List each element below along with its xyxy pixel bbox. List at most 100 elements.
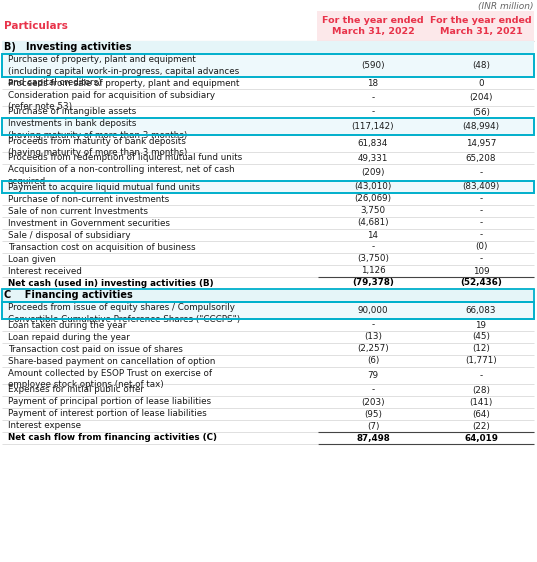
Text: Payment to acquire liquid mutual fund units: Payment to acquire liquid mutual fund un… [8, 183, 200, 192]
Text: (INR million): (INR million) [478, 2, 534, 11]
Text: Purchase of non-current investments: Purchase of non-current investments [8, 194, 169, 203]
Text: -: - [372, 107, 375, 116]
Text: Proceeds from maturity of bank deposits
(having maturity of more than 3 months): Proceeds from maturity of bank deposits … [8, 137, 187, 157]
Text: Proceeds from issue of equity shares / Compulsorily
Convertible Cumulative Prefe: Proceeds from issue of equity shares / C… [8, 303, 240, 324]
Bar [2, 41, 534, 54]
Text: (26,069): (26,069) [354, 194, 391, 203]
Bar [2, 54, 534, 77]
Text: 90,000: 90,000 [358, 306, 388, 315]
Text: Net cash (used in) investing activities (B): Net cash (used in) investing activities … [8, 279, 214, 288]
Text: (6): (6) [367, 356, 379, 365]
Text: (43,010): (43,010) [354, 183, 391, 192]
Bar [2, 302, 534, 319]
Bar [2, 289, 534, 302]
Text: 65,208: 65,208 [466, 153, 496, 162]
Text: 14: 14 [367, 230, 379, 239]
Text: -: - [480, 219, 483, 228]
Text: (204): (204) [469, 93, 493, 102]
Text: 109: 109 [473, 266, 489, 275]
Text: (64): (64) [472, 410, 490, 419]
Text: Loan repaid during the year: Loan repaid during the year [8, 333, 130, 342]
Text: Investment in Government securities: Investment in Government securities [8, 219, 170, 228]
Text: B)   Investing activities: B) Investing activities [4, 43, 132, 52]
Text: C    Financing activities: C Financing activities [4, 291, 133, 301]
Text: Proceeds from redemption of liquid mutual fund units: Proceeds from redemption of liquid mutua… [8, 153, 242, 162]
Text: Loan given: Loan given [8, 255, 56, 264]
Text: (95): (95) [364, 410, 382, 419]
Bar [2, 289, 534, 302]
Text: Sale of non current Investments: Sale of non current Investments [8, 206, 148, 215]
Text: 61,834: 61,834 [358, 139, 388, 148]
Text: -: - [480, 168, 483, 177]
Text: For the year ended
March 31, 2022: For the year ended March 31, 2022 [322, 16, 424, 36]
Text: (48,994): (48,994) [462, 122, 499, 131]
Text: -: - [372, 320, 375, 329]
Text: 3,750: 3,750 [360, 206, 386, 215]
Text: (2,257): (2,257) [357, 345, 389, 353]
Text: Interest expense: Interest expense [8, 422, 81, 430]
Bar [317, 11, 534, 41]
Text: -: - [372, 386, 375, 395]
Bar [2, 118, 534, 135]
Text: -: - [372, 242, 375, 252]
Text: (28): (28) [472, 386, 490, 395]
Text: (22): (22) [472, 422, 490, 430]
Text: Loan taken during the year: Loan taken during the year [8, 320, 127, 329]
Text: 87,498: 87,498 [356, 433, 390, 442]
Text: Proceeds from sale of property, plant and equipment: Proceeds from sale of property, plant an… [8, 79, 240, 88]
Text: -: - [480, 206, 483, 215]
Text: Particulars: Particulars [4, 21, 68, 31]
Text: 64,019: 64,019 [464, 433, 498, 442]
Text: Interest received: Interest received [8, 266, 82, 275]
Text: (12): (12) [472, 345, 490, 353]
Text: Share-based payment on cancellation of option: Share-based payment on cancellation of o… [8, 356, 215, 365]
Text: (141): (141) [469, 397, 492, 406]
Text: 79: 79 [367, 371, 379, 380]
Text: -: - [480, 194, 483, 203]
Bar [2, 302, 534, 319]
Text: (1,771): (1,771) [465, 356, 497, 365]
Text: (48): (48) [472, 61, 490, 70]
Text: 19: 19 [475, 320, 487, 329]
Text: 14,957: 14,957 [466, 139, 496, 148]
Text: (590): (590) [361, 61, 385, 70]
Text: Consideration paid for acquisition of subsidiary
(refer note 53): Consideration paid for acquisition of su… [8, 90, 215, 111]
Text: (7): (7) [367, 422, 379, 430]
Text: (0): (0) [475, 242, 487, 252]
Text: 49,331: 49,331 [358, 153, 388, 162]
Text: 66,083: 66,083 [466, 306, 496, 315]
Text: Investments in bank deposits
(having maturity of more than 3 months): Investments in bank deposits (having mat… [8, 120, 187, 139]
Text: For the year ended
March 31, 2021: For the year ended March 31, 2021 [430, 16, 532, 36]
Text: Purchase of intangible assets: Purchase of intangible assets [8, 107, 136, 116]
Text: (4,681): (4,681) [357, 219, 389, 228]
Bar [2, 54, 534, 77]
Text: (209): (209) [361, 168, 384, 177]
Text: Expenses for initial public offer: Expenses for initial public offer [8, 386, 144, 395]
Text: Net cash flow from financing activities (C): Net cash flow from financing activities … [8, 433, 217, 442]
Text: (79,378): (79,378) [352, 279, 394, 288]
Text: (13): (13) [364, 333, 382, 342]
Bar [2, 118, 534, 135]
Text: Payment of interest portion of lease liabilities: Payment of interest portion of lease lia… [8, 410, 207, 419]
Text: Transaction cost on acquisition of business: Transaction cost on acquisition of busin… [8, 242, 195, 252]
Bar [2, 181, 534, 193]
Text: -: - [480, 371, 483, 380]
Text: Sale / disposal of subsidiary: Sale / disposal of subsidiary [8, 230, 130, 239]
Text: Amount collected by ESOP Trust on exercise of
employee stock options (net of tax: Amount collected by ESOP Trust on exerci… [8, 369, 212, 388]
Bar [2, 181, 534, 193]
Text: 18: 18 [367, 79, 379, 88]
Text: (83,409): (83,409) [462, 183, 500, 192]
Text: (52,436): (52,436) [460, 279, 502, 288]
Text: -: - [372, 93, 375, 102]
Text: Acquisition of a non-controlling interest, net of cash
acquired: Acquisition of a non-controlling interes… [8, 165, 235, 185]
Text: 1,126: 1,126 [361, 266, 386, 275]
Text: Transaction cost paid on issue of shares: Transaction cost paid on issue of shares [8, 345, 183, 353]
Text: (203): (203) [361, 397, 385, 406]
Text: (3,750): (3,750) [357, 255, 389, 264]
Text: (45): (45) [472, 333, 490, 342]
Text: -: - [480, 255, 483, 264]
Text: Payment of principal portion of lease liabilities: Payment of principal portion of lease li… [8, 397, 211, 406]
Text: Purchase of property, plant and equipment
(including capital work-in-progress, c: Purchase of property, plant and equipmen… [8, 56, 240, 87]
Text: -: - [480, 230, 483, 239]
Text: (117,142): (117,142) [352, 122, 394, 131]
